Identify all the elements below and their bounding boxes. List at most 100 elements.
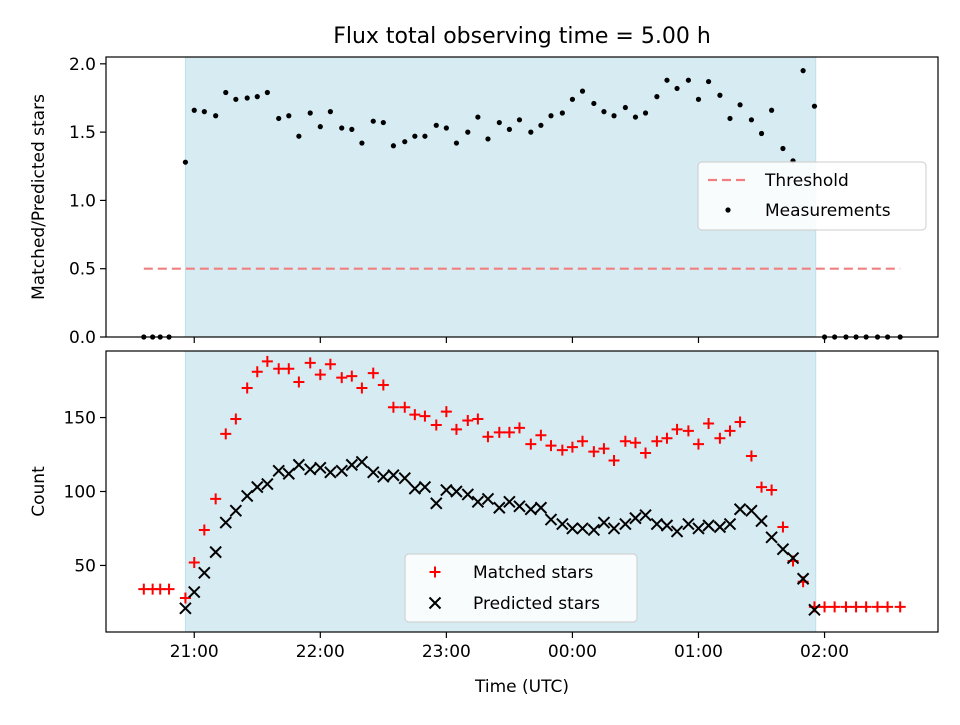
measurement-point [695, 96, 702, 102]
measurement-point [769, 107, 775, 113]
measurement-point [622, 104, 628, 111]
legend-predicted-swatch [428, 596, 442, 610]
predicted-star-point [566, 522, 579, 535]
predicted-star-point [755, 514, 768, 528]
measurement-point [412, 133, 418, 139]
matched-star-point [703, 417, 715, 429]
matched-star-point [513, 422, 525, 434]
predicted-star-point [670, 525, 684, 538]
matched-star-point [840, 601, 852, 613]
measurement-point [390, 143, 397, 149]
predicted-star-point [660, 519, 674, 532]
measurement-point [254, 94, 260, 100]
matched-star-point [734, 416, 746, 428]
matched-star-point [273, 363, 285, 375]
matched-star-point [819, 601, 831, 613]
measurement-point [296, 133, 302, 139]
measurement-point [516, 117, 523, 123]
predicted-star-point [324, 466, 337, 479]
measurement-point [664, 77, 670, 83]
predicted-star-point [597, 516, 611, 529]
predicted-star-point [682, 517, 695, 531]
matched-star-point [336, 372, 348, 384]
matched-star-point [714, 432, 726, 444]
bottom-y-tick-label: 150 [64, 409, 96, 429]
bottom-panel: 50 100 150 Count 21:00 22:00 23:00 00:00 01:00 02… [29, 350, 939, 697]
predicted-star-point [513, 500, 526, 513]
measurement-point [244, 95, 250, 101]
measurement-point [632, 114, 639, 120]
matched-star-point [163, 583, 175, 595]
measurement-point [611, 113, 617, 119]
matched-star-point [577, 435, 589, 447]
predicted-star-point [619, 517, 632, 531]
matched-star-point [283, 363, 295, 375]
matched-star-point [661, 432, 673, 444]
measurement-point [800, 68, 806, 74]
matched-star-point [482, 431, 494, 443]
matched-star-point [399, 401, 411, 413]
predicted-star-point [377, 470, 390, 483]
measurement-point [737, 102, 743, 108]
matched-star-point [419, 410, 431, 422]
top-y-tick-label: 0.5 [69, 260, 96, 280]
predicted-star-point [450, 485, 463, 498]
measurement-point [465, 129, 471, 135]
predicted-star-point [776, 542, 790, 556]
matched-star-point [230, 413, 242, 425]
matched-star-point [251, 366, 263, 378]
measurement-point [758, 130, 765, 137]
top-panel: 0.0 0.5 1.0 1.5 2.0 Matched/Predicted stars Th… [29, 55, 939, 348]
matched-star-point [724, 425, 736, 437]
measurement-point [182, 159, 189, 165]
measurement-point [359, 140, 365, 146]
top-plot-frame [105, 56, 939, 338]
matched-star-point [377, 379, 389, 391]
measurement-point [538, 122, 544, 128]
predicted-star-point [639, 508, 652, 522]
predicted-star-point [765, 531, 778, 544]
matched-star-point [493, 426, 505, 438]
measurement-point [705, 78, 712, 85]
matched-star-point [692, 438, 704, 450]
predicted-star-point [272, 464, 285, 478]
matched-star-point [894, 601, 906, 613]
matched-star-point [671, 423, 683, 435]
measurement-point [402, 139, 408, 145]
measurement-point [191, 107, 197, 113]
predicted-star-point [251, 480, 264, 494]
predicted-star-point [733, 503, 747, 516]
matched-star-point [409, 409, 421, 421]
x-tick-label: 23:00 [422, 642, 471, 662]
measurement-point [811, 103, 818, 109]
matched-star-point [556, 444, 568, 456]
matched-star-point [503, 426, 515, 438]
measurement-point [349, 126, 355, 132]
x-tick-label: 22:00 [296, 642, 345, 662]
matched-star-point [188, 556, 200, 568]
predicted-star-point [355, 455, 369, 469]
predicted-star-point [335, 464, 348, 478]
measurement-point [674, 85, 680, 92]
measurement-point [453, 140, 460, 146]
matched-star-point [450, 423, 462, 435]
measurement-point [506, 126, 512, 132]
matched-star-point [777, 521, 789, 533]
measurement-point [642, 110, 649, 116]
bottom-y-axis-label: Count [29, 466, 49, 517]
measurement-point [591, 100, 597, 107]
predicted-star-point [367, 466, 380, 479]
matched-star-point [314, 369, 326, 381]
predicted-star-point [461, 488, 475, 501]
top-y-tick-label: 1.0 [69, 191, 96, 211]
matched-star-point [756, 481, 768, 493]
bottom-legend-box [404, 553, 638, 623]
predicted-star-point [544, 513, 558, 526]
predicted-star-point [713, 520, 727, 534]
x-axis-label: Time (UTC) [474, 677, 569, 697]
predicted-star-point [493, 501, 506, 514]
measurement-point [233, 96, 239, 102]
measurement-point [717, 92, 723, 98]
measurement-point [276, 115, 282, 122]
matched-star-point [619, 435, 631, 447]
